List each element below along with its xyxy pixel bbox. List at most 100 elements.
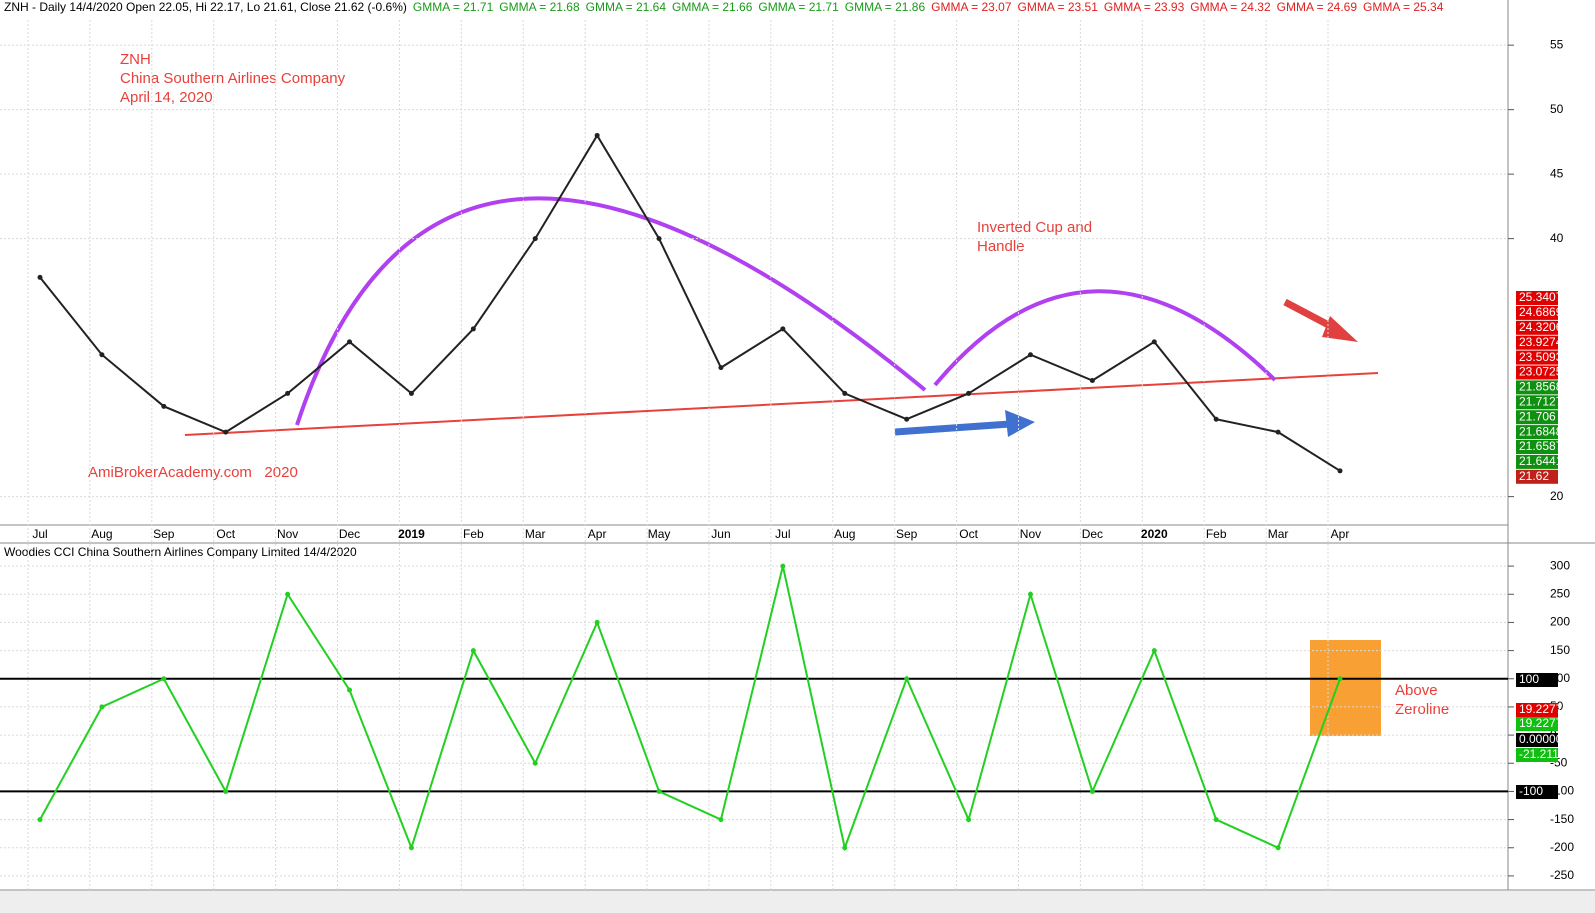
- data-point: [1151, 648, 1157, 654]
- gmma-label: GMMA = 21.66: [672, 0, 753, 14]
- data-point: [656, 788, 662, 794]
- x-tick-label: Dec: [339, 527, 360, 541]
- x-tick-label: Apr: [1331, 527, 1350, 541]
- series-line: [39, 133, 1341, 472]
- value-box-label: 21.62: [1519, 469, 1549, 483]
- annotation: Zeroline: [1395, 701, 1449, 718]
- arrow: [894, 420, 1011, 436]
- annotation: AmiBrokerAcademy.com 2020: [88, 464, 298, 481]
- data-point: [1275, 429, 1281, 435]
- data-point: [408, 390, 414, 396]
- value-box-label: 23.5093: [1519, 350, 1563, 364]
- value-box-label: 19.2277: [1519, 716, 1563, 730]
- x-tick-label: Jul: [32, 527, 47, 541]
- data-point: [99, 704, 105, 710]
- data-point: [37, 274, 43, 280]
- y-tick-label: 250: [1550, 586, 1570, 600]
- x-tick-label: Aug: [91, 527, 112, 541]
- data-point: [904, 416, 910, 422]
- data-point: [285, 591, 291, 597]
- value-box-label: 21.6587: [1519, 439, 1563, 453]
- value-box: [1516, 395, 1558, 410]
- y-tick-label: 50: [1550, 102, 1564, 116]
- x-tick-label: Oct: [216, 527, 235, 541]
- x-tick-label: Jul: [775, 527, 790, 541]
- data-point: [1213, 416, 1219, 422]
- value-box-label: 21.706: [1519, 409, 1556, 423]
- y-tick-label: 20: [1550, 489, 1564, 503]
- value-box: [1516, 305, 1558, 320]
- data-point: [470, 648, 476, 654]
- value-box: [1516, 335, 1558, 350]
- value-box-label: -21.2117: [1519, 747, 1566, 761]
- gmma-label: GMMA = 24.32: [1190, 0, 1271, 14]
- value-box: [1516, 717, 1558, 731]
- arrow-head: [1322, 316, 1358, 342]
- x-tick-label: Aug: [834, 527, 855, 541]
- data-point: [408, 845, 414, 851]
- value-box: [1516, 469, 1558, 484]
- value-box: [1516, 748, 1558, 762]
- data-point: [347, 339, 353, 345]
- panel-title: Woodies CCI China Southern Airlines Comp…: [4, 545, 357, 559]
- value-box-label: 21.6848: [1519, 424, 1563, 438]
- value-box: [1516, 440, 1558, 454]
- value-box: [1516, 350, 1558, 365]
- x-tick-label: Oct: [959, 527, 978, 541]
- data-point: [780, 326, 786, 332]
- data-point: [223, 429, 229, 435]
- value-box-label: 24.6869: [1519, 305, 1563, 319]
- data-point: [1337, 468, 1343, 474]
- x-tick-label: Sep: [153, 527, 175, 541]
- data-point: [161, 676, 167, 682]
- value-box: [1516, 703, 1558, 717]
- gmma-label: GMMA = 21.64: [586, 0, 667, 14]
- value-box-label: 21.7127: [1519, 394, 1563, 408]
- annotation: Handle: [977, 238, 1025, 255]
- x-tick-label: May: [648, 527, 671, 541]
- value-box-label: 0.00000: [1519, 732, 1563, 746]
- data-point: [1213, 817, 1219, 823]
- value-box: [1516, 673, 1558, 687]
- y-tick-label: 40: [1550, 231, 1564, 245]
- data-point: [1151, 339, 1157, 345]
- data-point: [842, 390, 848, 396]
- data-point: [1337, 676, 1343, 682]
- cup-arc: [933, 289, 1277, 387]
- value-box: [1516, 380, 1558, 395]
- data-point: [285, 390, 291, 396]
- x-tick-label: 2020: [1141, 527, 1168, 541]
- data-point: [842, 845, 848, 851]
- x-tick-label: Mar: [1268, 527, 1289, 541]
- data-point: [347, 687, 353, 693]
- gmma-label: GMMA = 23.51: [1018, 0, 1099, 14]
- value-box: [1516, 320, 1558, 335]
- data-point: [718, 817, 724, 823]
- gmma-label: GMMA = 21.68: [499, 0, 580, 14]
- data-point: [1027, 591, 1033, 597]
- gmma-label: GMMA = 21.71: [413, 0, 494, 14]
- annotation: April 14, 2020: [120, 89, 213, 106]
- cup-arc: [295, 196, 927, 426]
- y-tick-label: 55: [1550, 37, 1564, 51]
- series-line: [39, 565, 1341, 852]
- arrow-head: [1005, 410, 1035, 437]
- gmma-label: GMMA = 21.71: [758, 0, 839, 14]
- value-box-label: 23.9274: [1519, 335, 1563, 349]
- data-point: [1089, 378, 1095, 384]
- y-tick-label: 45: [1550, 166, 1564, 180]
- gmma-label: GMMA = 23.07: [931, 0, 1012, 14]
- x-tick-label: Feb: [1206, 527, 1227, 541]
- data-point: [470, 326, 476, 332]
- data-point: [532, 760, 538, 766]
- data-point: [1089, 788, 1095, 794]
- data-point: [904, 676, 910, 682]
- x-tick-label: Feb: [463, 527, 484, 541]
- data-point: [718, 365, 724, 371]
- annotation: ZNH: [120, 51, 151, 68]
- y-tick-label: -200: [1550, 840, 1574, 854]
- value-box: [1516, 410, 1558, 425]
- gmma-label: GMMA = 21.86: [845, 0, 926, 14]
- annotation: Inverted Cup and: [977, 219, 1092, 236]
